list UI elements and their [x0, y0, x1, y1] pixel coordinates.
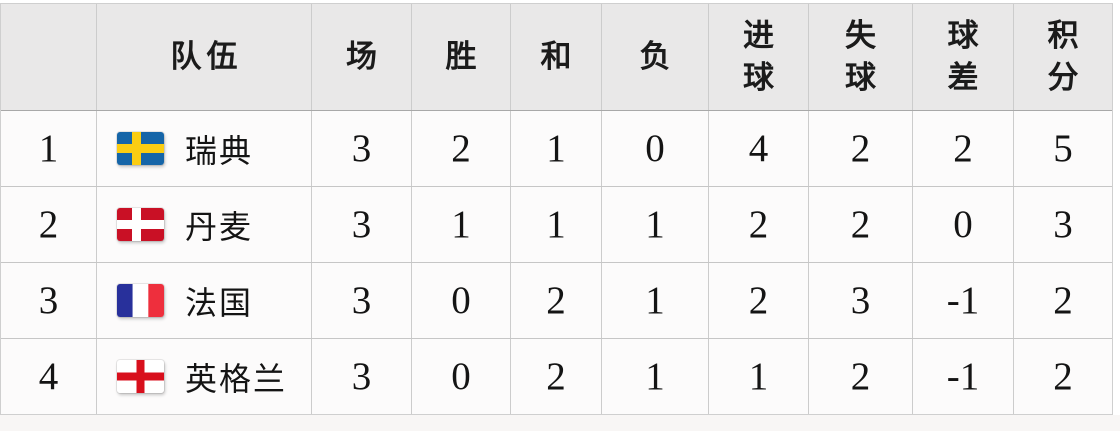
column-header-played: 场: [312, 4, 412, 110]
team-cell: 丹麦: [97, 187, 312, 262]
stat-cell-goal_diff: 2: [913, 111, 1014, 186]
below-table-strip: [0, 415, 1120, 431]
stat-cell-goals_against: 3: [809, 263, 913, 338]
france-flag-icon: [116, 283, 165, 318]
team-cell: 法国: [97, 263, 312, 338]
column-header-goals_for: 进 球: [709, 4, 809, 110]
england-flag-icon: [116, 359, 165, 394]
stat-cell-points: 5: [1053, 127, 1073, 170]
stat-cell-won: 0: [412, 339, 511, 414]
column-header-goal_diff: 球 差: [913, 4, 1014, 110]
stat-cell-goal_diff: 0: [913, 187, 1014, 262]
column-header-drawn: 和: [511, 4, 602, 110]
column-header-rank: [1, 4, 97, 110]
rank-cell: 3: [1, 263, 97, 338]
team-cell: 英格兰: [97, 339, 312, 414]
stat-cell-lost: 1: [602, 263, 709, 338]
sweden-flag-icon: [116, 131, 165, 166]
column-header-lost: 负: [602, 4, 709, 110]
rank-cell: 4: [1, 339, 97, 414]
table-body: 1 瑞典 3 2 1 0 4 2 2 5 2 丹麦 3 1 1 1 2 2 0 3 3 法国 3 0 2 1 2 3 -1 2 4 英格兰 3 0…: [1, 111, 1112, 414]
header-row: 队伍场胜和负进 球失 球球 差 积 分: [1, 4, 1112, 111]
team-name: 丹麦: [185, 208, 254, 245]
team-name: 英格兰: [185, 360, 288, 397]
stat-cell-points: 2: [1053, 355, 1073, 398]
rank-cell: 2: [1, 187, 97, 262]
stat-cell-played: 3: [312, 187, 412, 262]
stat-cell-played: 3: [312, 263, 412, 338]
stat-cell-goals_for: 2: [709, 263, 809, 338]
table-row: 4 英格兰 3 0 2 1 1 2 -1 2: [1, 339, 1112, 414]
table-row: 1 瑞典 3 2 1 0 4 2 2 5: [1, 111, 1112, 187]
stat-cell-drawn: 2: [511, 339, 602, 414]
stat-cell-played: 3: [312, 111, 412, 186]
stat-cell-goals_against: 2: [809, 339, 913, 414]
stat-cell-lost: 1: [602, 339, 709, 414]
column-header-points: 积 分: [1047, 18, 1079, 95]
column-header-team: 队伍: [97, 4, 312, 110]
column-header-goals_against: 失 球: [809, 4, 913, 110]
stat-cell-played: 3: [312, 339, 412, 414]
stat-cell-points: 2: [1053, 279, 1073, 322]
stat-cell-drawn: 1: [511, 111, 602, 186]
stat-cell-drawn: 2: [511, 263, 602, 338]
stat-cell-drawn: 1: [511, 187, 602, 262]
stat-cell-goal_diff: -1: [913, 339, 1014, 414]
team-name: 法国: [185, 284, 254, 321]
stat-cell-lost: 0: [602, 111, 709, 186]
stat-cell-goals_for: 2: [709, 187, 809, 262]
team-name: 瑞典: [185, 132, 254, 169]
stat-cell-won: 1: [412, 187, 511, 262]
column-header-won: 胜: [412, 4, 511, 110]
stat-cell-goals_for: 1: [709, 339, 809, 414]
table-row: 3 法国 3 0 2 1 2 3 -1 2: [1, 263, 1112, 339]
rank-cell: 1: [1, 111, 97, 186]
table-row: 2 丹麦 3 1 1 1 2 2 0 3: [1, 187, 1112, 263]
stat-cell-goals_against: 2: [809, 111, 913, 186]
denmark-flag-icon: [116, 207, 165, 242]
stat-cell-won: 2: [412, 111, 511, 186]
stat-cell-goal_diff: -1: [913, 263, 1014, 338]
stat-cell-points: 3: [1053, 203, 1073, 246]
stat-cell-goals_against: 2: [809, 187, 913, 262]
team-cell: 瑞典: [97, 111, 312, 186]
stat-cell-lost: 1: [602, 187, 709, 262]
stat-cell-won: 0: [412, 263, 511, 338]
stat-cell-goals_for: 4: [709, 111, 809, 186]
standings-table: 队伍场胜和负进 球失 球球 差积 分 1 瑞典 3 2 1 0 4 2 2 5 2 丹麦 3 1 1 1 2 2 0…: [0, 3, 1113, 415]
